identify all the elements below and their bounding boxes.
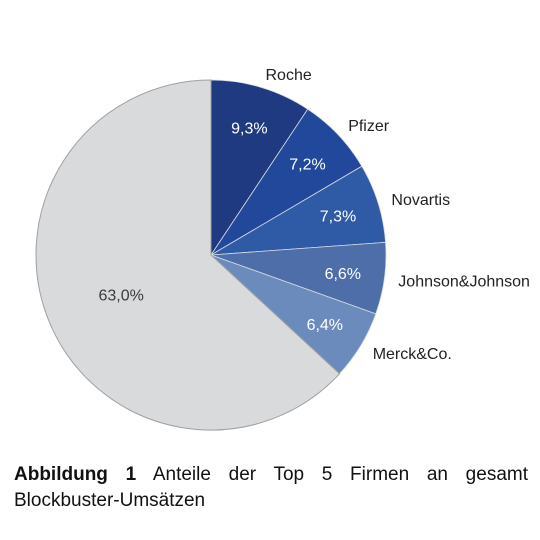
data-label-novartis: 7,3% [320, 208, 356, 225]
data-label-pfizer: 7,2% [289, 157, 325, 174]
category-label-pfizer: Pfizer [348, 118, 390, 135]
data-label-other: 63,0% [99, 287, 144, 304]
category-label-johnson-johnson: Johnson&Johnson [398, 274, 530, 291]
data-label-merck-co: 6,4% [307, 317, 343, 334]
data-label-johnson-johnson: 6,6% [325, 266, 361, 283]
category-label-novartis: Novartis [391, 192, 450, 209]
caption-label: Abbildung 1 [14, 464, 137, 485]
caption-text: Anteile der Top 5 Firmen an gesamt Block… [14, 464, 528, 511]
category-label-roche: Roche [266, 67, 312, 84]
data-label-roche: 9,3% [231, 121, 267, 138]
category-label-merck-co: Merck&Co. [373, 346, 452, 363]
figure-caption: Abbildung 1 Anteile der Top 5 Firmen an … [14, 462, 528, 514]
pie-slice-roche [210, 79, 309, 257]
pie-slice-other [35, 79, 341, 431]
pie-chart: 9,3% Roche 7,2% Pfizer 7,3% Novartis 6,6% Johns… [35, 67, 530, 431]
